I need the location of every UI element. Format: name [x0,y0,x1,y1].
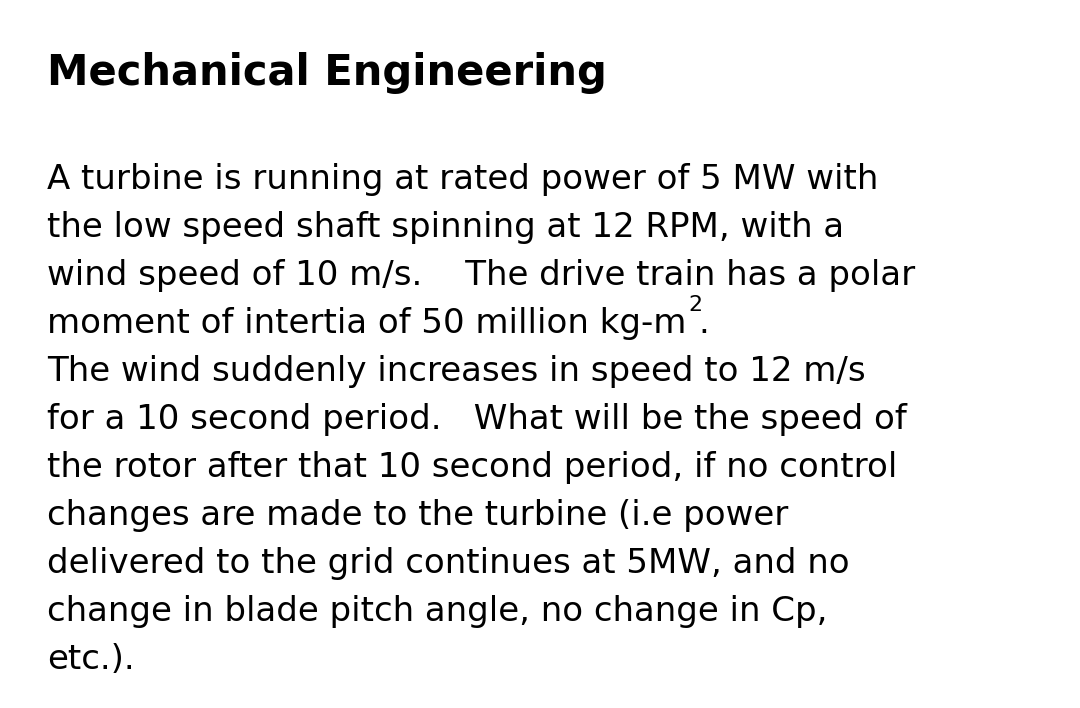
Text: changes are made to the turbine (i.e power: changes are made to the turbine (i.e pow… [48,499,788,532]
Text: .: . [698,307,708,340]
Text: etc.).: etc.). [48,643,135,676]
Text: the rotor after that 10 second period, if no control: the rotor after that 10 second period, i… [48,451,897,484]
Text: change in blade pitch angle, no change in Cp,: change in blade pitch angle, no change i… [48,595,827,628]
Text: Mechanical Engineering: Mechanical Engineering [48,52,607,94]
Text: 2: 2 [688,295,702,315]
Text: The wind suddenly increases in speed to 12 m/s: The wind suddenly increases in speed to … [48,355,866,388]
Text: the low speed shaft spinning at 12 RPM, with a: the low speed shaft spinning at 12 RPM, … [48,211,845,244]
Text: delivered to the grid continues at 5MW, and no: delivered to the grid continues at 5MW, … [48,547,850,580]
Text: A turbine is running at rated power of 5 MW with: A turbine is running at rated power of 5… [48,163,878,196]
Text: wind speed of 10 m/s.    The drive train has a polar: wind speed of 10 m/s. The drive train ha… [48,259,915,292]
Text: moment of intertia of 50 million kg-m: moment of intertia of 50 million kg-m [48,307,687,340]
Text: for a 10 second period.   What will be the speed of: for a 10 second period. What will be the… [48,403,907,436]
